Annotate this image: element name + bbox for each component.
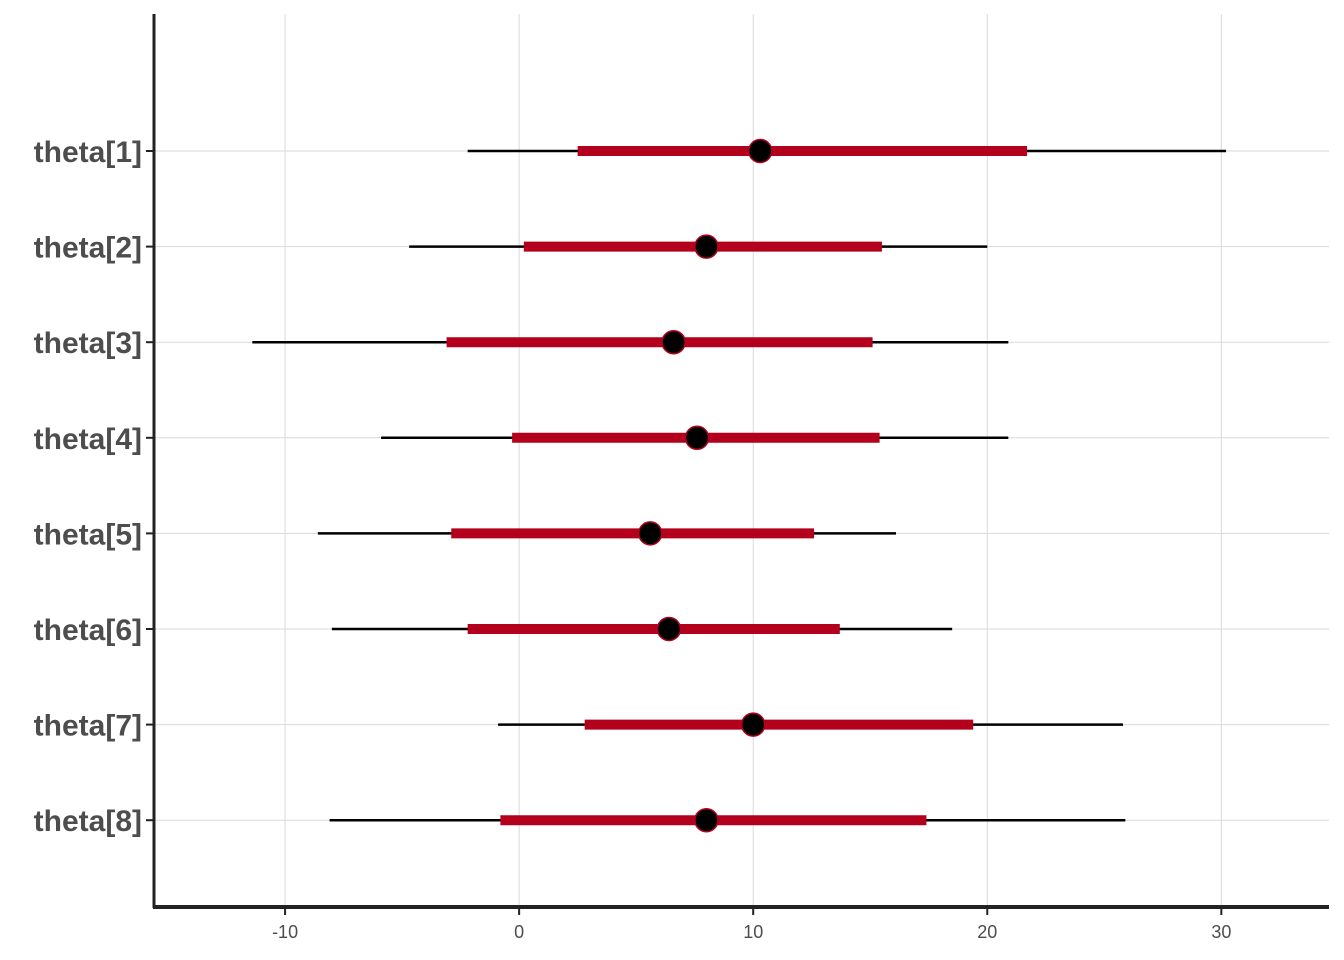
median-point (637, 521, 663, 546)
x-tick-label: 0 (514, 922, 524, 942)
param-label: theta[6] (34, 614, 142, 647)
param-label: theta[2] (34, 232, 142, 265)
x-tick-label: 30 (1211, 922, 1231, 942)
median-point (694, 234, 719, 259)
param-label: theta[8] (34, 805, 142, 838)
x-tick-label: 20 (977, 922, 997, 942)
axes (146, 14, 1329, 915)
median-point (684, 425, 710, 451)
axis-labels: -10 0 10 20 30 theta[1] theta[2] theta[3] theta[… (34, 136, 1232, 942)
param-label: theta[7] (34, 710, 142, 743)
median-point (740, 712, 766, 737)
param-label: theta[5] (34, 518, 142, 551)
median-point (694, 807, 719, 833)
param-label: theta[4] (34, 423, 142, 456)
x-tick-label: 10 (743, 922, 763, 942)
interval-marks (252, 138, 1227, 833)
param-label: theta[1] (34, 136, 142, 169)
median-point (661, 329, 686, 355)
x-tick-label: -10 (272, 922, 298, 942)
param-label: theta[3] (34, 327, 142, 360)
median-point (656, 616, 682, 642)
median-point (747, 138, 773, 164)
